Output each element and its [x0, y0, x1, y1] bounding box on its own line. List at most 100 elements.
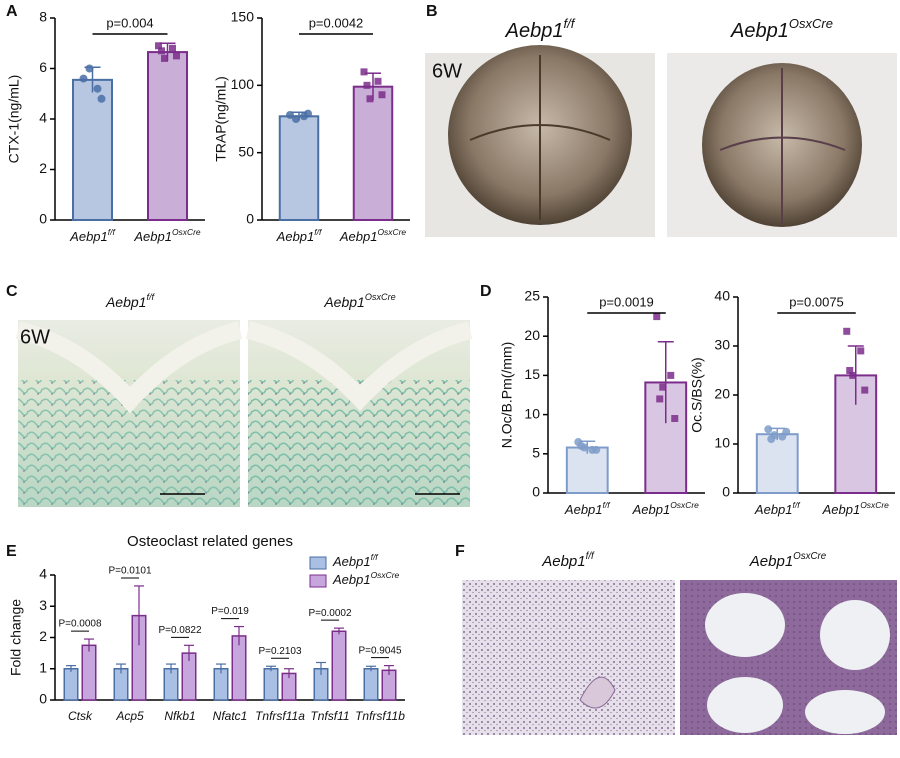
image-title: Aebp1f/f — [505, 16, 576, 42]
x-tick-label: Aebp1OsxCre — [632, 500, 699, 517]
data-point — [843, 327, 851, 335]
x-tick-label: Acp5 — [115, 709, 144, 723]
y-tick-label: 2 — [39, 628, 47, 644]
data-point — [659, 383, 667, 391]
y-tick-label: 8 — [39, 9, 47, 25]
panel-letter: C — [6, 283, 18, 300]
x-tick-label: Aebp1f/f — [564, 500, 611, 517]
data-point — [360, 68, 368, 76]
x-tick-label: Nfkb1 — [164, 709, 195, 723]
x-tick-label: Tnfrsf11b — [355, 709, 405, 723]
y-tick-label: 25 — [524, 288, 540, 304]
image-title: Aebp1OsxCre — [749, 551, 827, 570]
data-point — [363, 81, 371, 89]
data-point — [173, 52, 180, 60]
annotation: p=0.0019 — [599, 294, 654, 309]
data-point — [656, 395, 664, 403]
annotation: p=0.004 — [106, 15, 153, 30]
bar — [263, 668, 279, 701]
image-b-left — [425, 45, 655, 237]
annotation: P=0.0822 — [158, 625, 202, 636]
data-point — [304, 109, 312, 118]
data-point — [577, 441, 586, 450]
bar — [278, 115, 320, 221]
y-tick-label: 50 — [238, 143, 254, 159]
annotation: P=0.2103 — [258, 646, 302, 657]
y-tick-label: 0 — [722, 484, 730, 500]
annotation: p=0.0075 — [789, 294, 844, 309]
bar — [352, 85, 394, 222]
legend-label: Aebp1f/f — [332, 552, 379, 569]
image-f-left — [462, 580, 675, 735]
y-tick-label: 10 — [524, 405, 540, 421]
x-tick-label: Aebp1OsxCre — [133, 227, 200, 244]
y-tick-label: 100 — [231, 76, 255, 92]
legend-label: Aebp1OsxCre — [332, 570, 399, 587]
data-point — [161, 54, 168, 62]
data-point — [667, 371, 675, 379]
image-title: Aebp1f/f — [105, 292, 156, 309]
image-b-right — [667, 53, 897, 237]
panel-letter: D — [480, 283, 492, 300]
y-tick-label: 15 — [524, 366, 540, 382]
bar — [81, 644, 97, 701]
y-tick-label: 0 — [39, 691, 47, 707]
data-point — [286, 110, 294, 119]
panel-letter: B — [426, 3, 438, 20]
data-point — [155, 42, 162, 50]
data-point — [861, 386, 869, 394]
annotation: p=0.0042 — [309, 15, 364, 30]
data-point — [764, 425, 773, 434]
x-tick-label: Aebp1f/f — [69, 227, 116, 244]
data-point — [849, 371, 857, 379]
bar — [231, 635, 247, 701]
chart-title: Osteoclast related genes — [127, 533, 293, 550]
image-title: Aebp1OsxCre — [730, 16, 833, 42]
bar — [147, 51, 188, 222]
data-point — [85, 64, 94, 73]
image-f-right — [680, 580, 897, 735]
y-tick-label: 6 — [39, 59, 47, 75]
annotation: P=0.0101 — [108, 566, 152, 577]
panel-letter: E — [6, 543, 17, 560]
data-point — [292, 115, 300, 123]
data-point — [97, 94, 106, 103]
legend-swatch — [309, 556, 327, 570]
bar — [331, 630, 347, 701]
y-tick-label: 150 — [231, 9, 255, 25]
y-tick-label: 40 — [714, 288, 730, 304]
data-point — [378, 91, 386, 99]
data-point — [93, 84, 102, 93]
image-c-left — [15, 320, 243, 507]
image-title: Aebp1f/f — [541, 551, 595, 570]
image-tag: 6W — [20, 326, 50, 348]
x-tick-label: Aebp1f/f — [276, 227, 323, 244]
bar — [755, 433, 799, 495]
data-point — [653, 313, 661, 321]
y-tick-label: 1 — [39, 659, 47, 675]
y-tick-label: 4 — [39, 566, 47, 582]
y-tick-label: 30 — [714, 337, 730, 353]
bar — [363, 668, 379, 701]
data-point — [366, 95, 374, 103]
x-tick-label: Nfatc1 — [213, 709, 248, 723]
legend-swatch — [309, 574, 327, 588]
panel-letter: A — [6, 3, 18, 20]
annotation: P=0.019 — [211, 606, 249, 617]
bar — [63, 668, 79, 701]
data-point — [846, 367, 854, 374]
data-point — [671, 415, 679, 423]
y-tick-label: 0 — [39, 211, 47, 227]
image-title: Aebp1OsxCre — [323, 292, 395, 309]
y-axis-label: CTX-1(ng/mL) — [6, 75, 22, 164]
x-tick-label: Aebp1OsxCre — [822, 500, 889, 517]
x-tick-label: Ctsk — [68, 709, 93, 723]
bar — [565, 446, 609, 495]
data-point — [374, 77, 382, 85]
panel-letter: F — [455, 543, 465, 560]
y-axis-label: N.Oc/B.Pm(/mm) — [499, 342, 515, 449]
data-point — [592, 445, 601, 454]
data-point — [857, 347, 865, 355]
bar — [72, 78, 113, 221]
